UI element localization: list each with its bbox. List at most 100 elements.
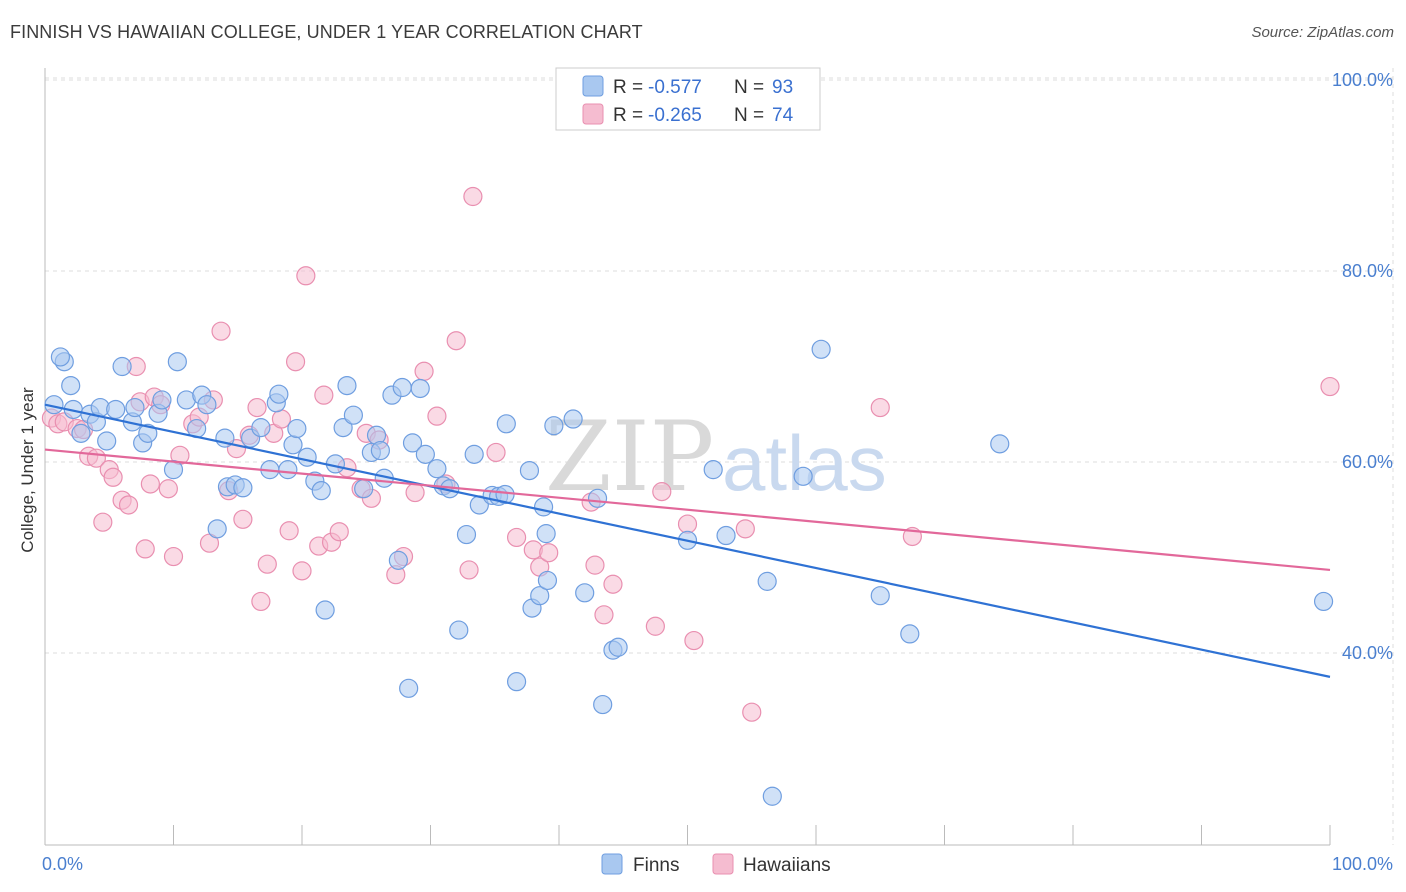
- hawaiians-point-50: [405, 482, 425, 503]
- hawaiians-point-9: [103, 467, 123, 487]
- legend-r-value-hawaiians: -0.265: [648, 105, 702, 126]
- y-tick-label-2: 60.0%: [1342, 452, 1393, 472]
- finns-point-83: [757, 571, 777, 591]
- finns-point-39: [311, 481, 331, 501]
- finns-point-36: [287, 418, 307, 439]
- finns-point-35: [283, 435, 303, 455]
- hawaiians-point-31: [251, 591, 271, 612]
- finns-point-74: [563, 409, 583, 429]
- hawaiians-point-30: [247, 397, 267, 418]
- hawaiians-point-37: [292, 561, 312, 581]
- y-tick-label-0: 100.0%: [1332, 70, 1393, 90]
- trend-line-finns: [44, 403, 1331, 678]
- legend-n-value-finns: 93: [772, 77, 793, 98]
- finns-point-70: [530, 586, 550, 606]
- hawaiians-point-28: [233, 509, 253, 529]
- finns-point-18: [167, 352, 187, 372]
- finns-point-33: [269, 384, 289, 404]
- finns-point-5: [71, 423, 91, 443]
- hawaiians-point-51: [414, 361, 434, 381]
- bottom-legend-finns: Finns: [633, 855, 679, 876]
- finns-point-66: [496, 414, 516, 434]
- finns-point-84: [762, 786, 782, 806]
- legend-r-label-finns: R =: [613, 77, 643, 98]
- hawaiians-point-70: [735, 519, 755, 539]
- finns-point-0: [44, 395, 64, 415]
- hawaiians-point-38: [296, 266, 316, 286]
- finns-point-24: [207, 519, 227, 539]
- finns-point-60: [456, 524, 477, 545]
- trend-lines: [44, 403, 1331, 678]
- bottom-legend: Finns Hawaiians: [601, 853, 831, 876]
- finns-point-59: [449, 620, 469, 640]
- finns-point-82: [716, 525, 736, 546]
- finns-point-28: [233, 478, 253, 498]
- hawaiians-point-40: [314, 385, 334, 405]
- finns-point-73: [544, 416, 564, 436]
- x-tick-label-0: 0.0%: [42, 854, 83, 874]
- hawaiians-point-68: [677, 514, 698, 534]
- finns-point-23: [197, 395, 217, 415]
- legend-r-value-finns: -0.577: [648, 77, 702, 98]
- finns-point-44: [343, 405, 363, 425]
- finns-point-71: [533, 497, 554, 517]
- finns-point-45: [354, 479, 374, 499]
- finns-point-68: [519, 460, 540, 481]
- finns-point-81: [703, 460, 723, 480]
- x-tick-labels: 0.0% 100.0%: [42, 854, 1393, 874]
- hawaiians-point-63: [585, 555, 605, 575]
- finns-point-19: [163, 460, 184, 480]
- finns-point-75: [575, 583, 595, 603]
- hawaiians-point-55: [459, 560, 479, 580]
- finns-point-48: [370, 440, 390, 461]
- axes: [44, 68, 1331, 846]
- watermark-atlas: atlas: [722, 419, 887, 507]
- hawaiians-point-64: [594, 605, 614, 625]
- hawaiians-point-14: [135, 539, 155, 559]
- hawaiians-point-11: [118, 495, 139, 515]
- finns-point-77: [593, 694, 613, 715]
- hawaiians-point-18: [158, 479, 178, 499]
- hawaiians-point-72: [870, 397, 890, 418]
- finns-point-72: [537, 570, 558, 591]
- finns-point-85: [793, 466, 813, 486]
- x-tick-label-1: 100.0%: [1332, 854, 1393, 874]
- finns-point-91: [388, 550, 408, 570]
- hawaiians-point-32: [257, 554, 277, 574]
- legend: R = -0.577 N = 93 R = -0.265 N = 74: [555, 67, 821, 131]
- hawaiians-point-54: [446, 331, 466, 351]
- hawaiians-point-34: [271, 409, 292, 429]
- finns-point-34: [278, 460, 298, 480]
- finns-point-11: [112, 356, 132, 377]
- finns-point-17: [152, 390, 172, 410]
- legend-n-value-hawaiians: 74: [772, 105, 794, 126]
- hawaiians-point-19: [163, 546, 184, 567]
- finns-point-76: [587, 488, 608, 508]
- hawaiians-point-69: [684, 630, 704, 651]
- y-tick-label-3: 40.0%: [1342, 643, 1393, 663]
- y-tick-labels: 100.0% 80.0% 60.0% 40.0%: [1332, 70, 1393, 663]
- hawaiians-point-56: [463, 186, 483, 207]
- finns-point-42: [333, 418, 353, 438]
- finns-point-43: [337, 376, 357, 396]
- finns-point-61: [464, 444, 484, 464]
- hawaiians-point-71: [742, 702, 762, 722]
- finns-point-89: [990, 434, 1010, 454]
- hawaiians-point-42: [329, 522, 349, 542]
- chart-title: FINNISH VS HAWAIIAN COLLEGE, UNDER 1 YEA…: [10, 22, 643, 42]
- grid-lines: [45, 68, 1394, 845]
- finns-point-55: [415, 444, 435, 464]
- finns-point-2: [50, 347, 71, 367]
- legend-swatch-hawaiians: [582, 103, 604, 125]
- bottom-legend-swatch-finns: [601, 853, 623, 875]
- hawaiians-point-35: [279, 521, 299, 541]
- finns-point-56: [427, 459, 447, 479]
- hawaiians-point-66: [645, 616, 665, 636]
- finns-point-53: [402, 433, 423, 453]
- finns-point-79: [608, 637, 628, 657]
- finns-point-30: [251, 418, 271, 438]
- finns-point-51: [392, 377, 412, 398]
- legend-n-label-hawaiians: N =: [734, 105, 764, 126]
- finns-point-90: [1313, 591, 1334, 612]
